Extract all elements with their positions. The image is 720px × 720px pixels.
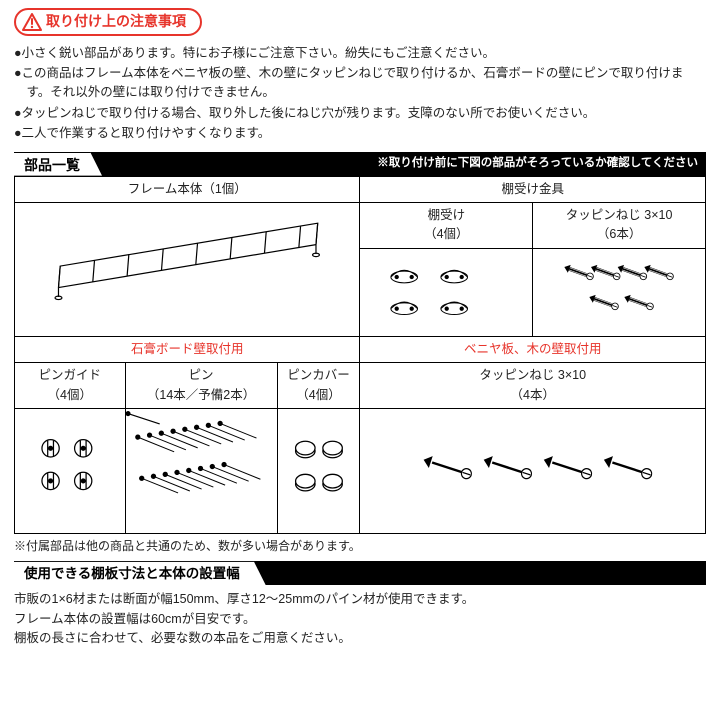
dim-line: 棚板の長さに合わせて、必要な数の本品をご用意ください。 [14,629,706,648]
parts-footnote: ※付属部品は他の商品と共通のため、数が多い場合があります。 [14,537,706,556]
bracket-group-header: 棚受け金具 [360,176,706,202]
plaster-header: 石膏ボード壁取付用 [15,337,360,363]
frame-header: フレーム本体（1個） [15,176,360,202]
parts-section-header: 部品一覧 ※取り付け前に下図の部品がそろっているか確認してください [14,152,706,176]
parts-note: ※取り付け前に下図の部品がそろっているか確認してください [377,155,706,173]
pincover-header: ピンカバー （4個） [277,363,360,409]
pin-header: ピン （14本／予備2本） [125,363,277,409]
warning-triangle-icon [22,13,42,31]
screw2-header: タッピンねじ 3×10 （4本） [360,363,706,409]
bullet: ●この商品はフレーム本体をベニヤ板の壁、木の壁にタッピンねじで取り付けるか、石膏… [14,64,706,103]
pincover-image-cell [277,409,360,533]
bracket-header: 棚受け （4個） [360,202,533,248]
dim-line: フレーム本体の設置幅は60cmが目安です。 [14,610,706,629]
frame-image-cell [15,202,360,336]
dim-line: 市販の1×6材または断面が幅150mm、厚さ12〜25mmのパイン材が使用できま… [14,590,706,609]
bullet: ●二人で作業すると取り付けやすくなります。 [14,124,706,143]
pinguide-header: ピンガイド （4個） [15,363,126,409]
warning-header: 取り付け上の注意事項 [14,8,202,36]
bullet: ●小さく鋭い部品があります。特にお子様にご注意下さい。紛失にもご注意ください。 [14,44,706,63]
warning-bullets: ●小さく鋭い部品があります。特にお子様にご注意下さい。紛失にもご注意ください。 … [14,44,706,144]
dimensions-body: 市販の1×6材または断面が幅150mm、厚さ12〜25mmのパイン材が使用できま… [14,590,706,648]
pin-image-cell [125,409,277,533]
bullet: ●タッピンねじで取り付ける場合、取り外した後にねじ穴が残ります。支障のない所でお… [14,104,706,123]
bracket-image-cell [360,248,533,336]
wood-header: ベニヤ板、木の壁取付用 [360,337,706,363]
screw2-image-cell [360,409,706,533]
dimensions-title: 使用できる棚板寸法と本体の設置幅 [14,561,266,585]
pinguide-image-cell [15,409,126,533]
screw1-image-cell [533,248,706,336]
parts-title: 部品一覧 [14,152,102,176]
warning-title: 取り付け上の注意事項 [46,11,186,33]
parts-table: フレーム本体（1個） 棚受け金具 [14,176,706,534]
dimensions-section-header: 使用できる棚板寸法と本体の設置幅 [14,561,706,585]
screw1-header: タッピンねじ 3×10 （6本） [533,202,706,248]
